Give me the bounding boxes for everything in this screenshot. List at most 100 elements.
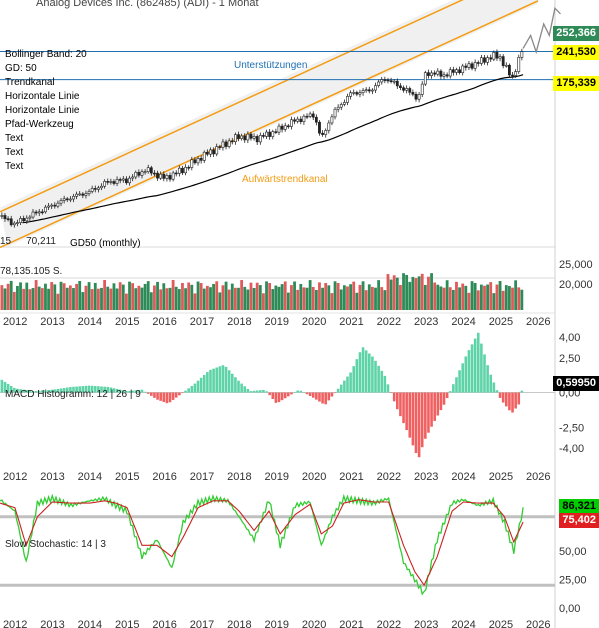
candle-body (56, 202, 60, 207)
volume-bar (501, 290, 505, 310)
stochastic-d-line (0, 499, 524, 587)
volume-bar (342, 285, 346, 310)
volume-bar (90, 289, 94, 310)
candle-body (78, 193, 82, 196)
candle-body (34, 211, 38, 214)
candle-body (330, 116, 334, 124)
volume-bar (149, 292, 153, 310)
volume-bar (153, 285, 156, 310)
volume-bar (258, 285, 262, 310)
candle-body (430, 72, 433, 76)
macd-bar (118, 389, 122, 393)
candle-body (455, 69, 458, 73)
volume-bar (62, 283, 66, 310)
macd-bar (355, 359, 359, 393)
macd-x-axis-tick: 2020 (302, 471, 326, 483)
macd-bar (417, 392, 421, 458)
legend-bollinger-band[interactable]: Bollinger Band: 20 (5, 49, 87, 60)
volume-bar (476, 290, 480, 310)
macd-bar (336, 388, 340, 393)
macd-bar (433, 392, 436, 421)
volume-bar (483, 285, 486, 310)
gd50-label: GD50 (monthly) (70, 238, 141, 249)
candle-body (483, 57, 486, 63)
candle-body (227, 140, 231, 147)
macd-bar (162, 392, 166, 403)
volume-bar (399, 284, 402, 310)
macd-bar (90, 385, 94, 393)
support-price-badge: 175,339 (553, 76, 599, 91)
macd-bar (234, 377, 237, 393)
candle-body (84, 193, 88, 196)
candle-body (436, 70, 440, 75)
legend-horizontal-line-2[interactable]: Horizontale Linie (5, 105, 80, 116)
trend-channel-label: Aufwärtstrendkanal (242, 174, 328, 185)
macd-bar (346, 376, 349, 393)
volume-bar (103, 280, 107, 310)
macd-bar (352, 366, 356, 393)
price-x-axis-tick: 2022 (377, 316, 401, 328)
candle-body (420, 83, 424, 95)
macd-bar (103, 386, 106, 393)
volume-bar (479, 284, 483, 310)
legend-text-3[interactable]: Text (5, 161, 24, 172)
volume-bar (96, 288, 100, 310)
macd-bar (380, 370, 384, 393)
candle-body (274, 131, 278, 133)
macd-bar (16, 388, 19, 393)
candle-body (40, 211, 44, 214)
volume-bars (0, 273, 524, 310)
macd-bar (262, 389, 265, 393)
candle-body (62, 198, 66, 201)
legend-text-1[interactable]: Text (5, 133, 24, 144)
legend-horizontal-line-1[interactable]: Horizontale Linie (5, 91, 80, 102)
volume-bar (271, 289, 275, 310)
candle-body (408, 88, 412, 93)
legend-path-tool[interactable]: Pfad-Werkzeug (5, 119, 74, 130)
macd-bar (420, 392, 424, 448)
volume-bar (131, 283, 135, 310)
macd-bar (508, 392, 511, 411)
macd-bar (44, 390, 47, 393)
candle-body (308, 113, 312, 117)
macd-bar (134, 390, 138, 393)
macd-x-axis-tick: 2021 (339, 471, 363, 483)
volume-bar (445, 280, 449, 310)
stochastic-label[interactable]: Slow Stochastic: 14 | 3 (5, 539, 106, 550)
candle-body (417, 94, 421, 100)
macd-label[interactable]: MACD Histogramm: 12 | 26 | 9 (5, 389, 141, 400)
macd-bar (268, 392, 271, 396)
macd-bar (193, 383, 197, 393)
macd-bar (178, 392, 181, 396)
volume-bar (455, 281, 458, 310)
legend-text-2[interactable]: Text (5, 147, 24, 158)
macd-bar (0, 379, 4, 393)
candle-body (12, 222, 16, 226)
macd-bar (174, 392, 178, 398)
volume-bar (430, 273, 433, 310)
macd-bar (62, 387, 66, 393)
macd-x-axis-tick: 2014 (78, 471, 102, 483)
chart-title: Analog Devices Inc. (862485) (ADI) - 1 M… (36, 0, 259, 9)
volume-bar (230, 283, 234, 310)
candle-body (53, 204, 57, 207)
legend-gd50[interactable]: GD: 50 (5, 63, 37, 74)
legend-trendkanal[interactable]: Trendkanal (5, 77, 55, 88)
volume-bar (427, 276, 430, 310)
candle-body (87, 191, 91, 194)
macd-bar (181, 392, 184, 394)
candle-body (367, 89, 371, 92)
volume-bar (302, 287, 306, 310)
volume-bar (243, 286, 247, 310)
candle-body (280, 125, 284, 130)
forecast-path (522, 6, 561, 55)
volume-bar (215, 281, 219, 310)
volume-bar (402, 273, 405, 310)
macd-bar (501, 392, 505, 403)
price-x-axis-tick: 2025 (489, 316, 513, 328)
volume-bar (3, 288, 7, 310)
macd-bar (69, 387, 72, 393)
volume-bar (383, 290, 387, 310)
price-x-axis-tick: 2021 (339, 316, 363, 328)
candle-body (389, 80, 393, 83)
